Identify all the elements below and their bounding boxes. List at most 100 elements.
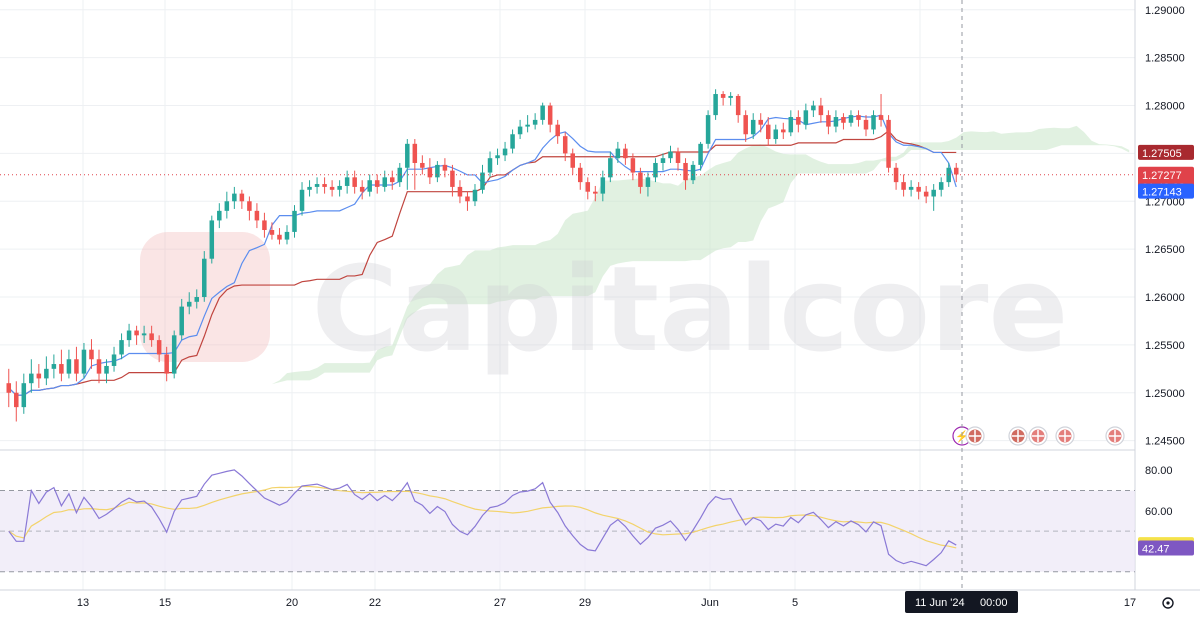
rsi-pane <box>0 469 1135 573</box>
candle-body <box>96 359 102 374</box>
axis-labels: 1.275051.2727701:43:081.2714343.1542.471… <box>905 144 1194 613</box>
lightning-glyph: ⚡ <box>955 430 969 443</box>
candle-body <box>292 210 297 232</box>
cloud-area <box>204 125 1130 396</box>
candle-body <box>111 354 117 366</box>
candle-body <box>390 177 395 183</box>
candle-body <box>435 164 440 178</box>
rsi-axis[interactable]: 80.00 60.00 <box>1145 465 1173 518</box>
candle-body <box>615 148 621 159</box>
rsi-tick-label: 60.00 <box>1145 506 1173 518</box>
candle-body <box>690 164 696 181</box>
gear-icon[interactable] <box>1162 597 1174 609</box>
candle-body <box>698 143 703 165</box>
candle-body <box>141 333 147 336</box>
candle-body <box>675 151 681 163</box>
candle-body <box>713 94 718 116</box>
candle-body <box>6 383 12 393</box>
candle-body <box>525 124 530 127</box>
price-tick-label: 1.25000 <box>1145 388 1185 400</box>
candle-body <box>359 186 365 192</box>
candle-body <box>442 164 448 171</box>
candle-body <box>728 95 733 98</box>
candle-body <box>277 234 282 240</box>
ichimoku-cloud <box>204 125 1130 396</box>
candle-body <box>156 340 162 355</box>
candle-body <box>856 115 861 120</box>
rsi-line <box>8 469 957 567</box>
candle-body <box>337 185 342 190</box>
candle-body <box>247 201 252 211</box>
candle-body <box>126 330 132 341</box>
candle-body <box>480 172 485 190</box>
candle-body <box>329 186 335 190</box>
price-tick-label: 1.28500 <box>1145 53 1185 65</box>
candle-body <box>254 210 260 221</box>
candle-body <box>186 301 192 307</box>
candle-body <box>547 105 553 125</box>
crosshair-date: 11 Jun '24 <box>915 597 965 609</box>
candle-body <box>863 119 869 130</box>
candle-body <box>562 136 568 154</box>
candle-body <box>420 162 425 168</box>
price-tick-label: 1.27000 <box>1145 196 1185 208</box>
candle-body <box>89 349 94 360</box>
crosshair-time: 00:00 <box>980 597 1008 609</box>
candle-body <box>412 143 418 163</box>
candle-body <box>209 220 215 259</box>
candle-body <box>788 117 794 133</box>
candle-body <box>683 162 688 181</box>
kijun-price-pill-text: 1.27505 <box>1142 148 1182 160</box>
candle-body <box>638 172 643 187</box>
time-tick-label: 27 <box>494 597 506 609</box>
candle-body <box>51 364 57 369</box>
time-axis[interactable]: 13 15 20 22 27 29 Jun 5 17 <box>77 597 1174 609</box>
candle-body <box>405 143 410 168</box>
candle-body <box>803 110 809 125</box>
time-tick-label: 20 <box>286 597 298 609</box>
candle-body <box>427 167 433 178</box>
price-tick-label: 1.25500 <box>1145 340 1185 352</box>
candle-body <box>382 177 387 187</box>
candle-body <box>931 189 936 197</box>
tenkan-price-pill-text: 1.27143 <box>1142 187 1182 199</box>
candle-body <box>750 119 756 135</box>
candle-body <box>916 186 921 192</box>
candle-body <box>773 129 779 140</box>
time-tick-label: Jun <box>701 597 719 609</box>
candle-body <box>14 392 19 408</box>
price-axis[interactable]: 1.290001.285001.280001.275001.270001.265… <box>1145 5 1185 448</box>
time-tick-label: 13 <box>77 597 89 609</box>
candle-body <box>841 117 846 123</box>
candle-body <box>908 186 914 190</box>
candles <box>6 89 959 422</box>
candle-body <box>645 177 651 187</box>
candle-body <box>705 115 711 144</box>
candle-body <box>758 119 763 125</box>
candle-body <box>134 330 139 336</box>
candle-body <box>660 158 666 163</box>
kijun-price-pill <box>1138 144 1194 160</box>
candle-body <box>59 364 64 374</box>
rsi-pill <box>1138 540 1194 556</box>
candle-body <box>743 115 748 135</box>
candle-body <box>833 117 839 127</box>
candle-body <box>224 201 230 211</box>
candle-body <box>517 126 523 135</box>
rsi-ma-line <box>8 485 957 549</box>
candle-body <box>938 182 944 190</box>
candle-body <box>262 220 267 230</box>
candle-body <box>923 191 929 197</box>
candle-body <box>232 193 237 202</box>
candle-body <box>818 105 824 116</box>
candle-body <box>171 335 177 374</box>
event-markers[interactable]: ⚡ <box>952 426 1125 446</box>
candle-body <box>585 182 591 192</box>
candle-body <box>21 383 27 408</box>
candle-body <box>202 258 207 298</box>
candle-body <box>284 231 290 240</box>
candle-body <box>194 297 200 302</box>
candle-body <box>314 184 320 187</box>
